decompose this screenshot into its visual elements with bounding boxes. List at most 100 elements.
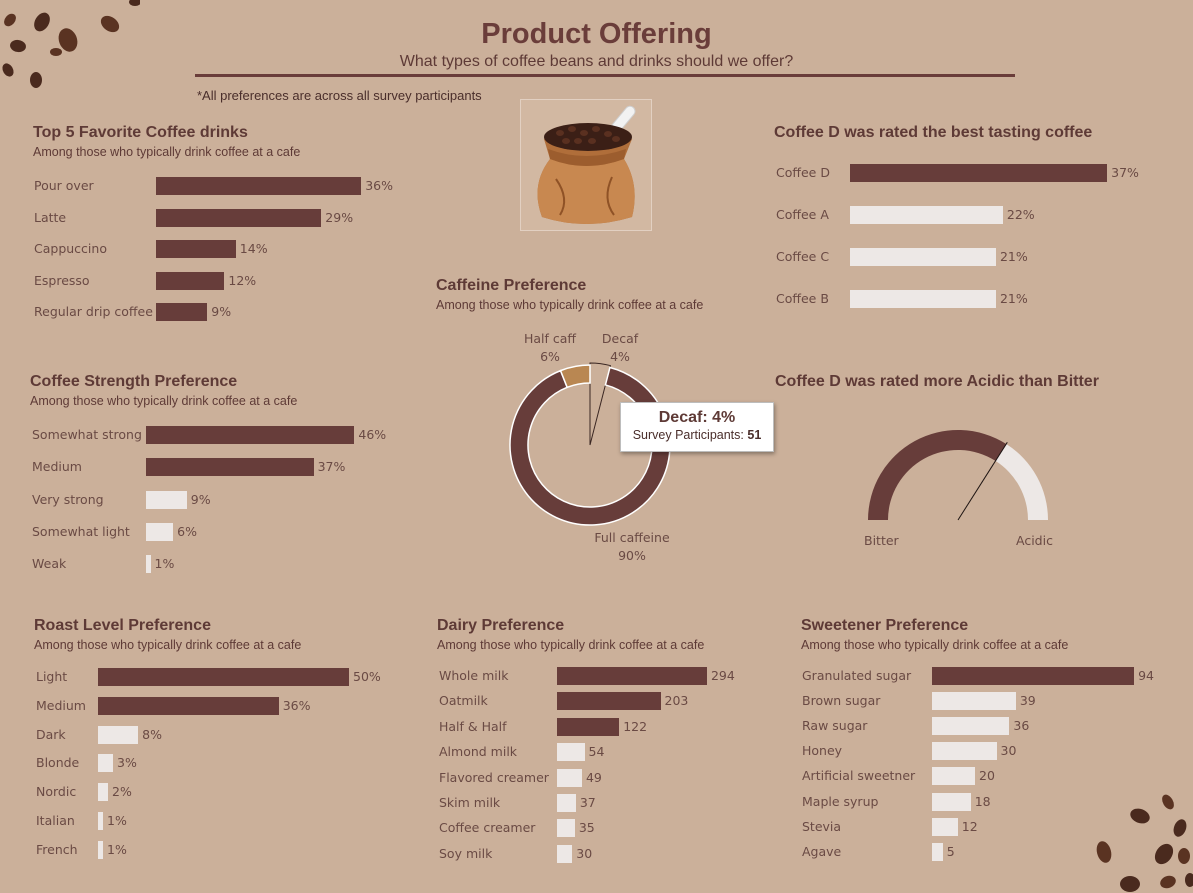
caffeine-value-full: 90% [618,548,646,563]
tasting-value-label: 37% [1111,165,1139,180]
roast-value-label: 2% [112,784,132,800]
coffee-beans-bottom-right [1096,794,1193,892]
coffee-bean-icon [1096,794,1193,892]
sweetener-bar[interactable] [932,767,975,786]
roast-value-label: 1% [107,813,127,828]
roast-value-label: 36% [282,697,311,713]
dairy-value-label: 35 [578,820,595,836]
tasting-bar[interactable] [850,206,1003,224]
caffeine-slice[interactable] [509,366,671,526]
dairy-value-label: 49 [585,769,602,785]
strength-bar[interactable] [146,522,174,541]
roast-bar[interactable] [98,668,349,686]
strength-bar[interactable] [146,426,355,444]
drinks-value-label: 36% [365,178,393,193]
sweetener-category-label: Raw sugar [802,718,868,734]
tasting-chart-title: Coffee D was rated the best tasting coff… [774,124,1093,141]
coffee-bean-icon [2,0,140,88]
strength-chart-title: Coffee Strength Preference [30,373,238,390]
caffeine-donut-chart [509,362,671,526]
roast-category-label: Light [36,669,68,684]
sweetener-bar[interactable] [932,692,1016,711]
tasting-category-label: Coffee B [776,291,829,306]
sweetener-category-label: Stevia [802,818,842,834]
roast-category-label: Medium [36,697,86,713]
roast-bar[interactable] [98,783,109,802]
footnote: *All preferences are across all survey p… [197,88,482,103]
dairy-bar[interactable] [557,819,575,838]
dairy-bar[interactable] [557,717,620,736]
drinks-bar[interactable] [156,240,236,258]
drinks-value-label: 9% [211,304,232,319]
sweetener-bar[interactable] [932,817,958,836]
caffeine-chart-title: Caffeine Preference [436,277,587,294]
drinks-category-label: Cappuccino [34,241,107,256]
roast-category-label: Blonde [36,755,80,771]
strength-value-label: 46% [358,427,387,442]
dairy-value-label: 37 [579,795,596,810]
dairy-bar[interactable] [557,667,707,685]
dairy-bar[interactable] [557,743,585,762]
drinks-bar[interactable] [156,177,362,195]
tasting-bar[interactable] [850,248,996,266]
drinks-category-label: Latte [34,209,67,225]
sweetener-bar[interactable] [932,717,1010,736]
roast-category-label: Dark [36,726,66,742]
roast-bar[interactable] [98,840,104,859]
dairy-bar[interactable] [557,692,661,711]
decaf-tooltip: Decaf: 4% Survey Participants: 51 [620,402,774,452]
strength-bar[interactable] [146,458,314,477]
strength-value-label: 9% [190,491,211,507]
acidity-gauge-needle [957,442,1008,521]
tasting-category-label: Coffee C [776,249,830,264]
caffeine-value-decaf: 4% [610,349,630,364]
strength-bar[interactable] [146,490,187,509]
tasting-bar[interactable] [850,290,996,308]
roast-bar[interactable] [98,696,279,715]
roast-bar[interactable] [98,725,139,744]
tasting-bar[interactable] [850,164,1108,182]
roast-bar[interactable] [98,812,104,830]
sweetener-bar[interactable] [932,792,971,811]
drinks-category-label: Espresso [34,272,90,288]
acidity-gauge-segment[interactable] [995,444,1048,520]
drinks-value-label: 14% [239,241,268,256]
strength-value-label: 1% [154,556,175,571]
tasting-category-label: Coffee A [776,207,829,222]
gauge-label-bitter: Bitter [864,533,899,548]
dairy-value-label: 122 [623,718,648,734]
acidity-gauge-segment[interactable] [868,430,1007,520]
drinks-bar[interactable] [156,208,322,227]
sweetener-value-label: 5 [946,843,955,859]
caffeine-value-half-caff: 6% [540,349,560,364]
strength-value-label: 6% [177,523,198,539]
roast-value-label: 3% [117,755,137,771]
strength-chart-subtitle: Among those who typically drink coffee a… [30,394,298,408]
drinks-value-label: 12% [228,272,257,288]
tasting-value-label: 22% [1006,207,1035,222]
tooltip-body: Survey Participants: 51 [621,428,773,442]
dairy-bar[interactable] [557,794,576,812]
dairy-bar[interactable] [557,844,573,863]
sweetener-bar[interactable] [932,842,943,861]
drinks-chart-title: Top 5 Favorite Coffee drinks [33,124,248,141]
caffeine-slice[interactable] [559,364,591,389]
dairy-bar[interactable] [557,768,582,787]
dairy-category-label: Almond milk [439,744,518,760]
sweetener-bar[interactable] [932,667,1135,685]
roast-bar[interactable] [98,754,114,773]
drinks-bar[interactable] [156,303,208,321]
page-title: Product Offering [481,18,712,50]
drinks-bar[interactable] [156,271,225,290]
sweetener-value-label: 18 [974,793,991,809]
sweetener-value-label: 94 [1138,668,1154,683]
sweetener-bar[interactable] [932,742,997,761]
sweetener-chart-title: Sweetener Preference [801,617,969,634]
page-subtitle: What types of coffee beans and drinks sh… [399,53,794,70]
sweetener-value-label: 36 [1013,718,1030,734]
strength-bar[interactable] [146,555,151,573]
tooltip-value: 51 [747,428,762,442]
roast-category-label: Nordic [36,784,77,800]
dairy-category-label: Soy milk [439,845,493,861]
strength-category-label: Weak [32,556,67,571]
